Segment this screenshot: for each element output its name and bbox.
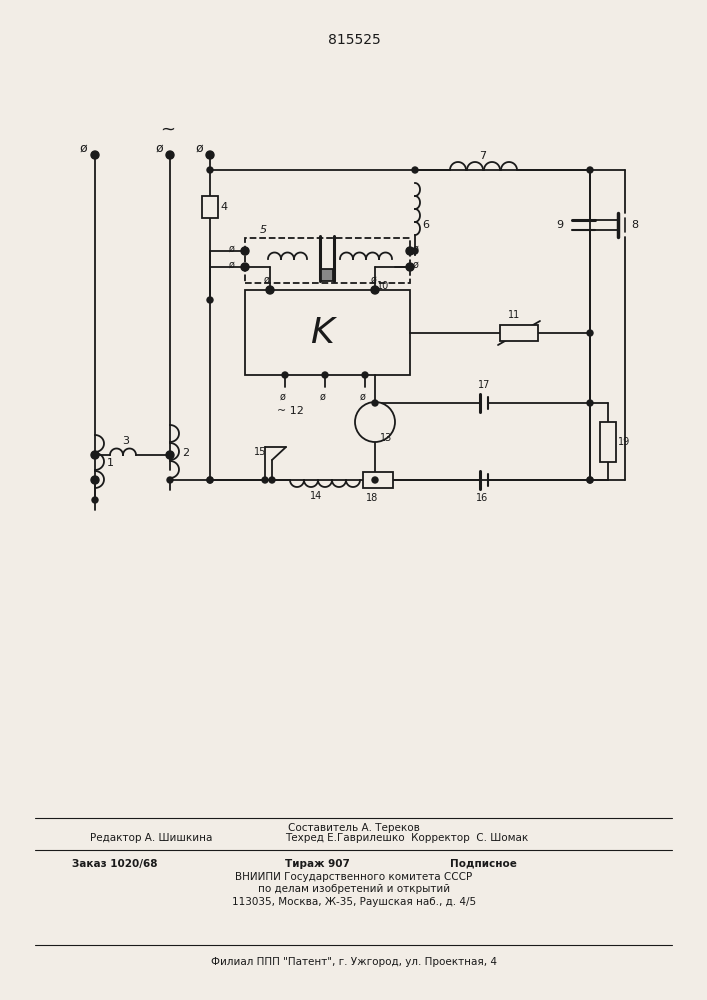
Circle shape	[91, 151, 99, 159]
Circle shape	[412, 167, 418, 173]
Circle shape	[372, 477, 378, 483]
Bar	[202, 196, 218, 218]
Circle shape	[322, 372, 328, 378]
Text: ø: ø	[371, 275, 377, 285]
Text: ø: ø	[229, 260, 235, 270]
Text: 8: 8	[631, 220, 638, 230]
Circle shape	[207, 167, 213, 173]
Circle shape	[406, 263, 414, 271]
Bar	[363, 472, 393, 488]
Text: 13: 13	[380, 433, 392, 443]
Text: ø: ø	[280, 392, 286, 402]
Text: ø: ø	[264, 275, 270, 285]
Text: 19: 19	[618, 437, 630, 447]
Text: 815525: 815525	[327, 33, 380, 47]
Text: по делам изобретений и открытий: по делам изобретений и открытий	[258, 884, 450, 894]
Text: 6: 6	[422, 220, 429, 230]
Bar	[500, 325, 538, 341]
Text: ø: ø	[155, 141, 163, 154]
Circle shape	[587, 330, 593, 336]
Circle shape	[587, 400, 593, 406]
Text: 11: 11	[508, 310, 520, 320]
Text: 17: 17	[478, 380, 491, 390]
Circle shape	[412, 248, 418, 254]
Text: 18: 18	[366, 493, 378, 503]
Text: Подписное: Подписное	[450, 859, 517, 869]
Circle shape	[372, 400, 378, 406]
Text: ø: ø	[413, 260, 419, 270]
Bar	[245, 238, 410, 283]
Text: ø: ø	[80, 141, 88, 154]
Text: ø: ø	[229, 244, 235, 254]
Circle shape	[92, 497, 98, 503]
Circle shape	[269, 477, 275, 483]
Text: ~: ~	[160, 121, 175, 139]
Text: Техред Е.Гаврилешко  Корректор  С. Шомак: Техред Е.Гаврилешко Корректор С. Шомак	[285, 833, 528, 843]
Text: Тираж 907: Тираж 907	[285, 859, 350, 869]
Circle shape	[266, 286, 274, 294]
Circle shape	[241, 263, 249, 271]
Circle shape	[587, 477, 593, 483]
Text: Составитель А. Тереков: Составитель А. Тереков	[288, 823, 420, 833]
Text: ø: ø	[413, 244, 419, 254]
Circle shape	[166, 451, 174, 459]
Text: 10: 10	[377, 281, 390, 291]
Text: ø: ø	[320, 392, 326, 402]
Text: ~ 12: ~ 12	[277, 406, 304, 416]
Text: 16: 16	[476, 493, 489, 503]
Circle shape	[362, 372, 368, 378]
Circle shape	[241, 247, 249, 255]
Circle shape	[207, 297, 213, 303]
Text: 7: 7	[479, 151, 486, 161]
Text: ø: ø	[360, 392, 366, 402]
Circle shape	[91, 476, 99, 484]
Text: 2: 2	[182, 448, 189, 458]
Circle shape	[262, 477, 268, 483]
Circle shape	[355, 402, 395, 442]
Circle shape	[282, 372, 288, 378]
Bar	[245, 290, 410, 375]
Circle shape	[371, 286, 379, 294]
Text: 15: 15	[254, 447, 267, 457]
Text: Филиал ППП "Патент", г. Ужгород, ул. Проектная, 4: Филиал ППП "Патент", г. Ужгород, ул. Про…	[211, 957, 497, 967]
Text: ВНИИПИ Государственного комитета СССР: ВНИИПИ Государственного комитета СССР	[235, 872, 472, 882]
Text: 3: 3	[122, 436, 129, 446]
Text: 113035, Москва, Ж-35, Раушская наб., д. 4/5: 113035, Москва, Ж-35, Раушская наб., д. …	[232, 897, 476, 907]
Text: 9: 9	[556, 220, 563, 230]
Circle shape	[207, 477, 213, 483]
Text: K: K	[310, 316, 334, 350]
Circle shape	[166, 151, 174, 159]
Circle shape	[406, 247, 414, 255]
Circle shape	[587, 167, 593, 173]
Circle shape	[167, 477, 173, 483]
Text: Заказ 1020/68: Заказ 1020/68	[72, 859, 158, 869]
Text: 14: 14	[310, 491, 322, 501]
Bar	[600, 422, 616, 462]
Text: 5: 5	[260, 225, 267, 235]
Circle shape	[587, 477, 593, 483]
Text: 4: 4	[220, 202, 227, 212]
Bar	[321, 269, 333, 281]
Circle shape	[206, 151, 214, 159]
Text: ø: ø	[196, 141, 204, 154]
Text: 1: 1	[107, 458, 114, 468]
Circle shape	[207, 477, 213, 483]
Text: Редактор А. Шишкина: Редактор А. Шишкина	[90, 833, 212, 843]
Circle shape	[91, 451, 99, 459]
